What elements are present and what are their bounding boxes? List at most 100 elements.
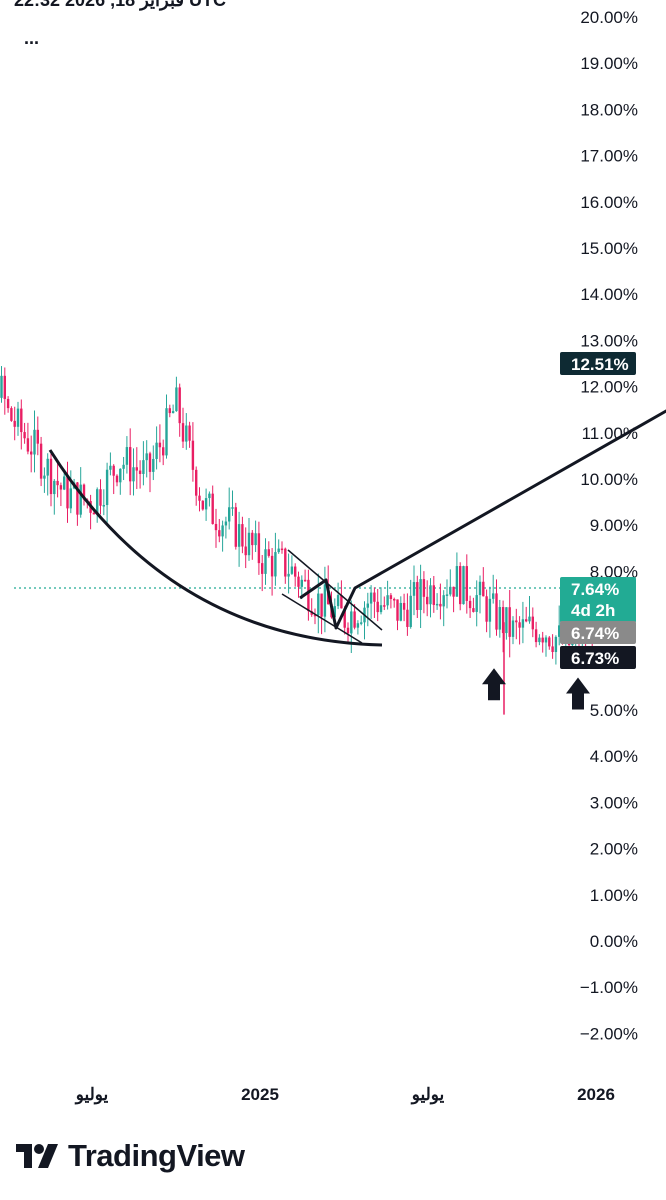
price-tag-mid-label: 6.74%: [571, 624, 619, 643]
candle-body: [393, 598, 396, 601]
drawings: [48, 409, 666, 710]
y-tick-label: 15.00%: [580, 239, 638, 258]
candle-body: [280, 548, 284, 551]
candle-body: [79, 484, 82, 515]
candle-body: [462, 566, 465, 605]
candle-body: [33, 429, 36, 455]
candle-body: [439, 603, 442, 607]
candle-body: [181, 423, 185, 442]
candle-body: [525, 619, 528, 622]
price-tag-target-label: 12.51%: [571, 355, 629, 374]
candle-body: [455, 566, 459, 597]
candle-body: [165, 408, 168, 456]
candle-body: [59, 485, 63, 490]
candle-body: [498, 607, 501, 630]
wedge-upper-line: [287, 549, 383, 631]
candle-body: [92, 512, 96, 515]
candle-body: [426, 596, 429, 605]
candle-body: [132, 467, 135, 482]
candle-body: [36, 429, 39, 444]
y-tick-label: 11.00%: [582, 424, 638, 443]
candle-body: [155, 442, 158, 459]
brand-name: TradingView: [68, 1138, 245, 1173]
candle-body: [383, 605, 386, 607]
candle-body: [10, 408, 13, 421]
candle-body: [386, 595, 389, 606]
candle-body: [171, 411, 175, 414]
candle-body: [515, 620, 518, 623]
y-tick-label: 20.00%: [580, 8, 638, 27]
candle-body: [528, 616, 531, 622]
y-axis: 20.00% 19.00% 18.00% 17.00% 16.00% 15.00% 14.0…: [580, 8, 638, 1043]
candle-body: [201, 500, 204, 510]
more-options-button[interactable]: ...: [24, 28, 40, 48]
candle-body: [39, 443, 43, 479]
price-tag-current-countdown: 4d 2h: [571, 601, 615, 620]
candle-body: [175, 387, 178, 412]
candle-body: [303, 579, 307, 582]
candle-body: [501, 607, 505, 634]
candle-body: [3, 375, 6, 399]
y-tick-label: 17.00%: [580, 147, 638, 166]
candle-body: [234, 507, 237, 547]
candle-body: [435, 603, 439, 606]
x-tick-label: يوليو: [74, 1085, 109, 1105]
candle-body: [270, 555, 274, 577]
candle-body: [208, 493, 211, 499]
candle-body: [472, 608, 475, 612]
candle-body: [333, 606, 336, 618]
candle-body: [406, 609, 409, 627]
candle-body: [531, 616, 534, 630]
y-tick-label: −1.00%: [580, 978, 638, 997]
candle-body: [485, 596, 488, 622]
candle-body: [287, 573, 290, 577]
candle-body: [452, 586, 455, 597]
candle-body: [297, 576, 300, 587]
candle-body: [495, 593, 498, 630]
candle-body: [122, 464, 125, 469]
candle-body: [43, 475, 46, 479]
candle-body: [432, 585, 435, 605]
y-tick-label: 2.00%: [590, 840, 638, 859]
price-tag-low: [560, 646, 636, 669]
candle-body: [119, 468, 122, 483]
tradingview-logo[interactable]: TradingView: [16, 1138, 245, 1174]
up-arrow-icon: [482, 668, 506, 701]
price-tags: 12.51% 7.64% 4d 2h 6.74% 6.73%: [560, 352, 636, 669]
candle-body: [211, 493, 214, 524]
candle-body: [99, 489, 102, 506]
candle-body: [102, 505, 105, 507]
candle-body: [247, 532, 251, 556]
candle-body: [241, 524, 244, 547]
chart-datetime: 22:32 2026 ,18 فبراير UTC: [14, 0, 227, 10]
candle-body: [145, 453, 148, 461]
candle-body: [244, 546, 247, 556]
candle-body: [168, 408, 171, 414]
candle-body: [23, 432, 26, 439]
y-tick-label: 8.00%: [590, 562, 638, 581]
candle-body: [422, 579, 426, 597]
candle-body: [442, 595, 445, 607]
candle-body: [399, 602, 402, 621]
candle-body: [185, 425, 188, 442]
candle-body: [26, 438, 30, 452]
up-arrow-icon: [566, 677, 590, 710]
candle-body: [320, 593, 323, 617]
candle-body: [135, 467, 138, 471]
candle-body: [300, 579, 303, 587]
candle-body: [115, 475, 119, 483]
candle-body: [465, 566, 468, 601]
candle-body: [53, 480, 56, 495]
candle-body: [492, 593, 495, 599]
candle-body: [257, 533, 261, 564]
candle-body: [396, 599, 399, 621]
candle-body: [218, 530, 221, 537]
candle-body: [63, 476, 66, 490]
candle-body: [191, 440, 195, 470]
candle-body: [46, 458, 49, 476]
candle-body: [254, 533, 257, 546]
candle-body: [445, 594, 449, 596]
candle-body: [30, 451, 33, 455]
candle-body: [518, 622, 521, 628]
